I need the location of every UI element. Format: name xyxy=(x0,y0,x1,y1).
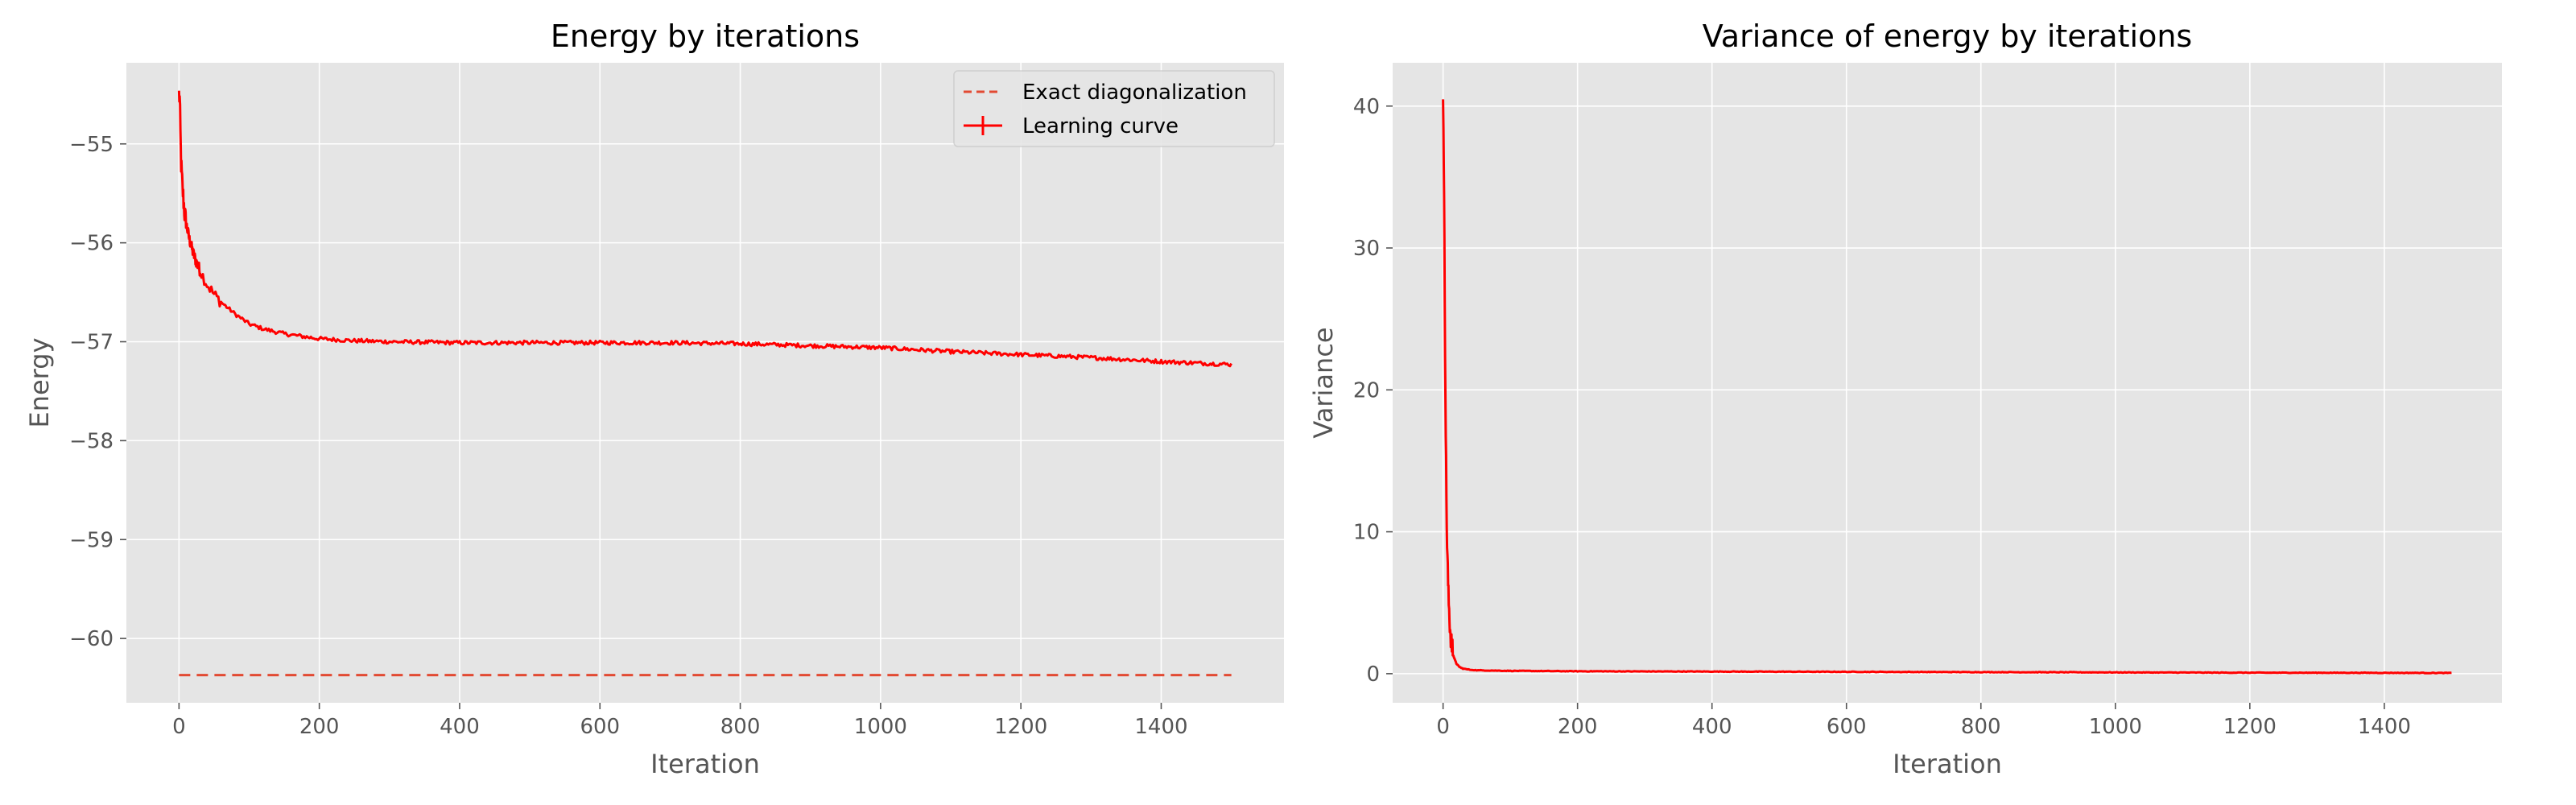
x-tick-label: 1400 xyxy=(1134,715,1187,739)
x-tick-label: 0 xyxy=(172,715,186,739)
y-tick-label: −59 xyxy=(69,528,114,552)
x-tick-label: 1400 xyxy=(2358,715,2411,739)
x-tick-label: 400 xyxy=(1692,715,1732,739)
plot-area xyxy=(1393,63,2502,703)
plot-area xyxy=(126,63,1284,703)
y-tick-label: −58 xyxy=(69,429,114,453)
series-line-variance xyxy=(1442,99,2452,675)
x-tick-label: 600 xyxy=(1827,715,1867,739)
legend-label-learning: Learning curve xyxy=(1022,114,1179,138)
y-tick-label: 0 xyxy=(1366,663,1380,687)
x-tick-label: 800 xyxy=(1961,715,2001,739)
legend-label-exact: Exact diagonalization xyxy=(1022,80,1247,105)
series-line-learning-curve xyxy=(177,90,1232,368)
chart-title: Energy by iterations xyxy=(551,19,860,54)
y-tick-label: 40 xyxy=(1353,95,1380,119)
x-tick-label: 1200 xyxy=(2223,715,2277,739)
y-tick-label: 30 xyxy=(1353,237,1380,261)
x-tick-label: 1000 xyxy=(2089,715,2142,739)
y-tick-label: 10 xyxy=(1353,521,1380,545)
chart-title: Variance of energy by iterations xyxy=(1703,19,2192,54)
chart-panel-2: 0 200 400 600 800 1000 1200 1400 0 10 20 30 40 Varian… xyxy=(1308,19,2502,779)
x-axis-label: Iteration xyxy=(650,749,760,779)
legend: Exact diagonalization Learning curve xyxy=(953,70,1275,147)
x-tick-label: 200 xyxy=(1558,715,1598,739)
x-tick-label: 200 xyxy=(299,715,340,739)
y-axis-label: Variance xyxy=(1308,327,1339,438)
x-axis-label: Iteration xyxy=(1893,749,2002,779)
y-axis-label: Energy xyxy=(24,337,55,427)
y-tick-label: 20 xyxy=(1353,378,1380,402)
x-tick-label: 0 xyxy=(1436,715,1450,739)
y-tick-label: −57 xyxy=(69,331,114,355)
y-tick-label: −60 xyxy=(69,627,114,651)
y-tick-label: −56 xyxy=(69,232,114,256)
x-tick-label: 400 xyxy=(440,715,480,739)
legend-box xyxy=(953,70,1275,147)
x-tick-label: 1200 xyxy=(994,715,1047,739)
x-tick-label: 600 xyxy=(580,715,620,739)
x-tick-label: 1000 xyxy=(854,715,907,739)
chart-panel-1: 0 200 400 600 800 1000 1200 1400 −60 −59 −58 −57 −56… xyxy=(24,19,1284,779)
x-tick-label: 800 xyxy=(720,715,761,739)
y-tick-label: −55 xyxy=(69,133,114,157)
